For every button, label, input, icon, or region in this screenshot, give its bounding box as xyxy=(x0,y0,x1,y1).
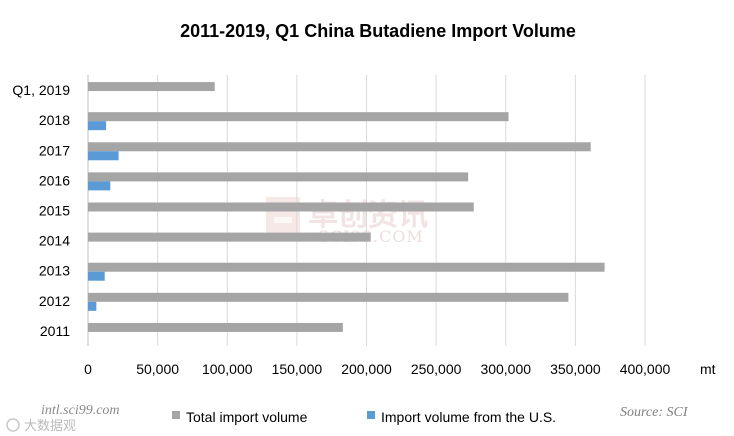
bar-total xyxy=(88,292,569,302)
category-label: 2014 xyxy=(39,233,70,249)
x-tick-label: 400,000 xyxy=(620,361,671,377)
x-tick-label: 0 xyxy=(84,361,92,377)
x-tick-label: 150,000 xyxy=(272,361,323,377)
unit-label: mt xyxy=(700,361,716,377)
category-label: 2013 xyxy=(39,263,70,279)
bar-us xyxy=(88,121,107,131)
bar-total xyxy=(88,112,509,122)
bars xyxy=(88,82,605,332)
x-tick-label: 100,000 xyxy=(202,361,253,377)
legend-label-total: Total import volume xyxy=(186,409,308,425)
x-tick-label: 200,000 xyxy=(341,361,392,377)
category-labels: Q1, 2019 2018 2017 2016 2015 2014 2013 2012 2011 xyxy=(12,82,70,339)
bar-us xyxy=(88,271,105,281)
bar-total xyxy=(88,322,343,332)
badge-text: 大数据观 xyxy=(24,419,76,434)
bar-total xyxy=(88,142,591,152)
bar-total xyxy=(88,82,215,92)
category-label: 2012 xyxy=(39,293,70,309)
bar-us xyxy=(88,151,119,161)
bar-total xyxy=(88,232,371,242)
bar-total xyxy=(88,202,474,212)
bar-us xyxy=(88,301,97,311)
category-label: 2011 xyxy=(40,323,70,339)
category-label: 2018 xyxy=(39,112,70,128)
source-note: Source: SCI xyxy=(620,405,689,420)
x-tick-labels: 0 50,000 100,000 150,000 200,000 250,000 300,0… xyxy=(84,361,670,377)
site-url: intl.sci99.com xyxy=(41,403,120,418)
chart-title: 2011-2019, Q1 China Butadiene Import Vol… xyxy=(180,21,576,41)
badge-logo-icon xyxy=(6,418,20,432)
category-label: 2017 xyxy=(39,142,70,158)
badge: 大数据观 xyxy=(6,418,76,434)
x-tick-label: 50,000 xyxy=(136,361,179,377)
bar-us xyxy=(88,181,111,191)
x-tick-label: 350,000 xyxy=(550,361,601,377)
legend: Total import volume Import volume from t… xyxy=(172,409,556,425)
x-tick-label: 250,000 xyxy=(411,361,462,377)
category-label: 2016 xyxy=(39,172,70,188)
bar-total xyxy=(88,172,469,182)
legend-label-us: Import volume from the U.S. xyxy=(381,409,556,425)
category-label: 2015 xyxy=(39,203,70,219)
legend-swatch-us xyxy=(367,411,375,419)
bar-total xyxy=(88,262,605,272)
category-label: Q1, 2019 xyxy=(12,82,70,98)
legend-swatch-total xyxy=(172,411,180,419)
x-tick-label: 300,000 xyxy=(480,361,531,377)
